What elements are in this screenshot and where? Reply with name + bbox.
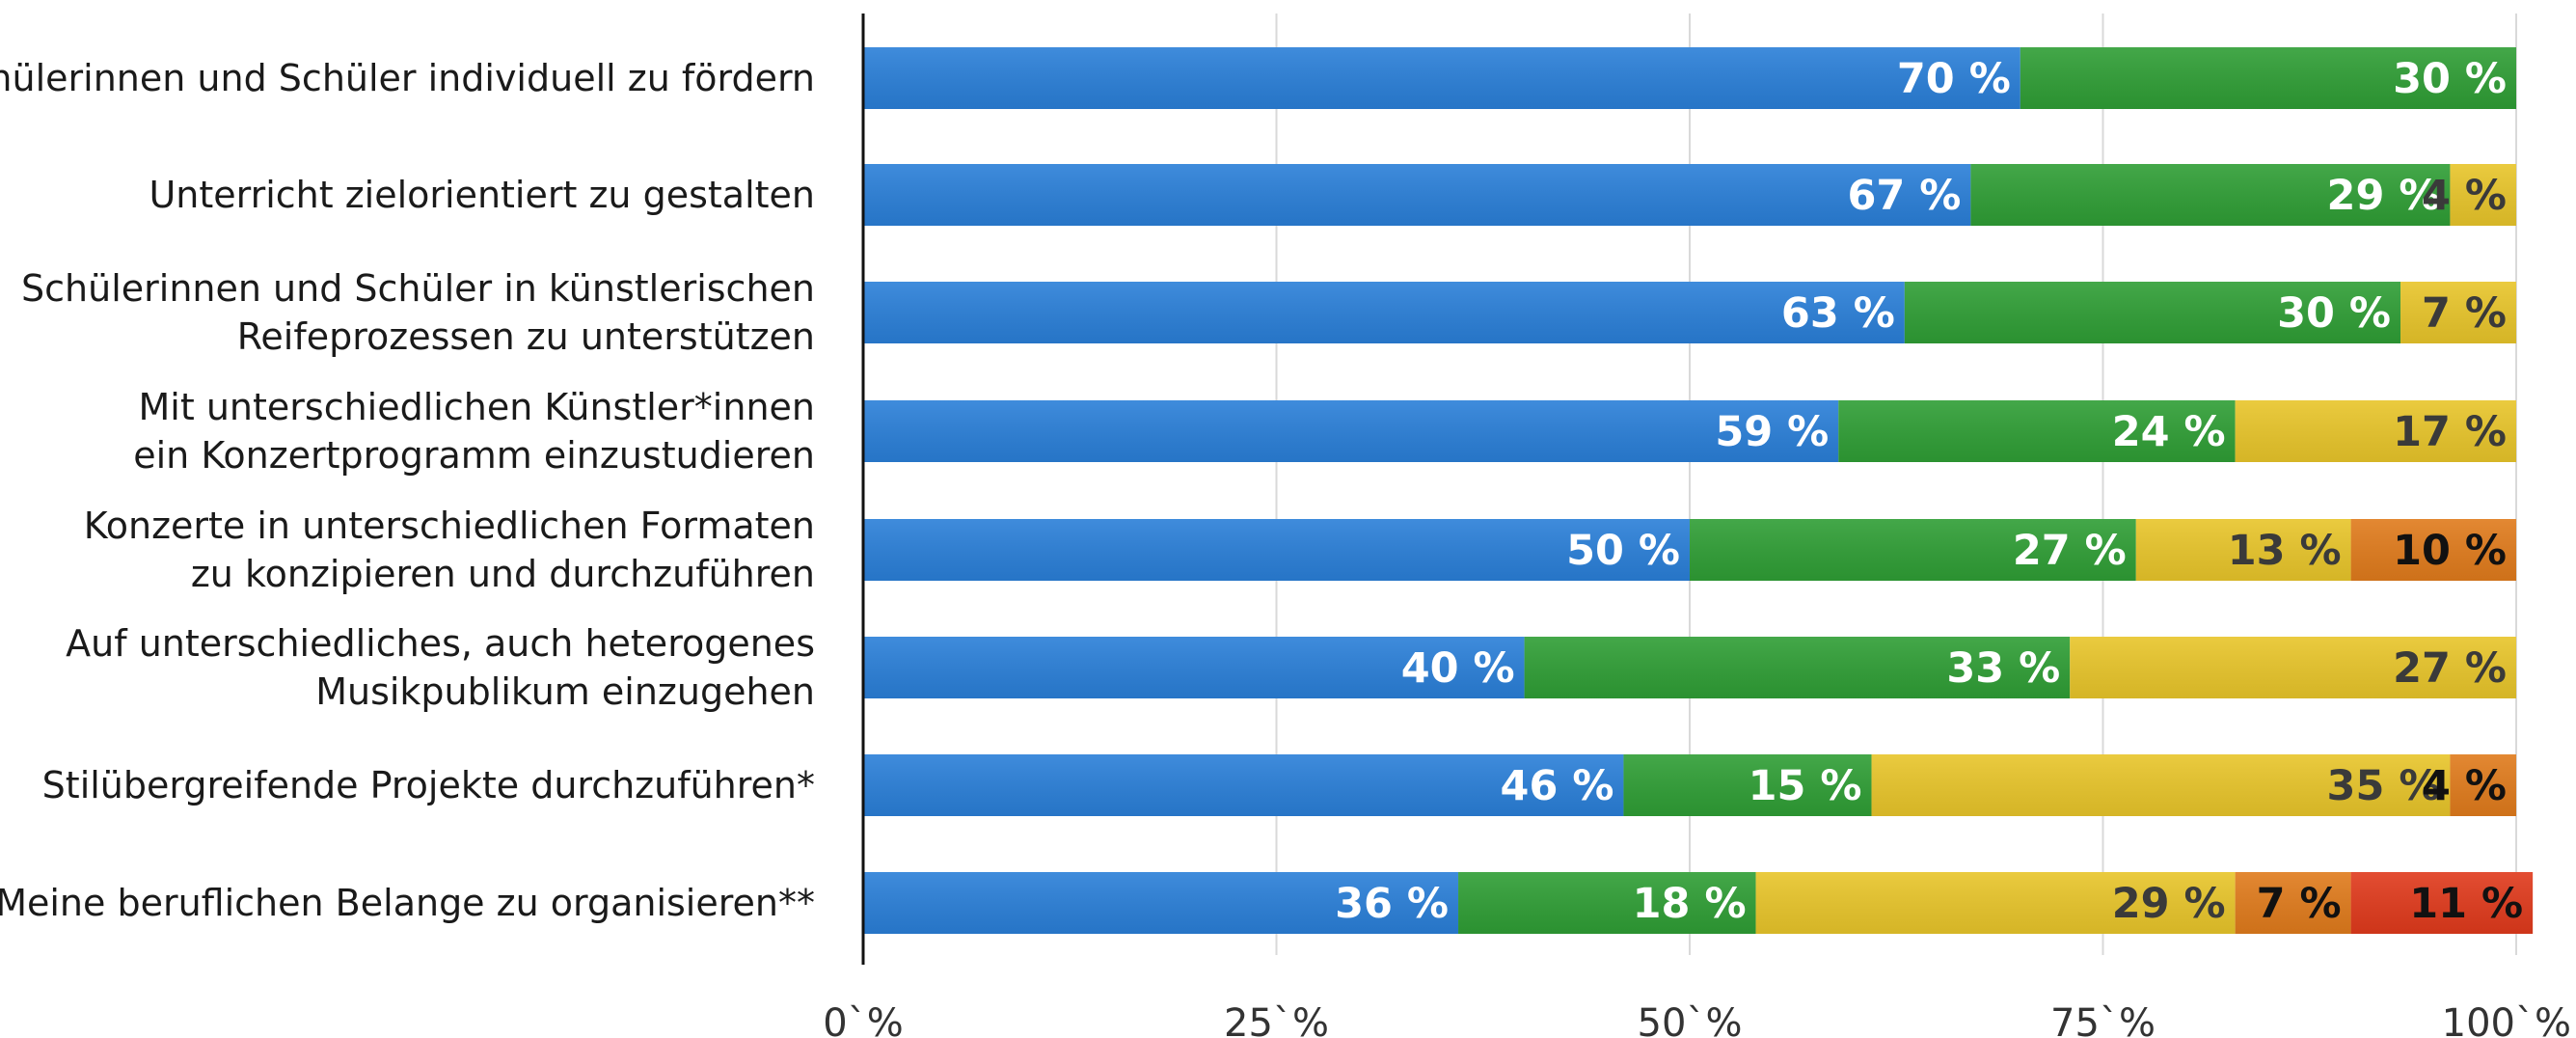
bar-segment-shade <box>2020 47 2516 109</box>
category-label: Schülerinnen und Schüler individuell zu … <box>0 57 815 99</box>
data-label: 40 % <box>1401 644 1515 693</box>
bar-segment-shade <box>2070 637 2516 698</box>
bar-segment-shade <box>2235 872 2351 934</box>
data-label: 67 % <box>1847 172 1961 220</box>
data-label: 50 % <box>1566 527 1680 575</box>
data-label: 59 % <box>1715 408 1829 456</box>
data-label: 7 % <box>2422 289 2507 338</box>
category-label: Auf unterschiedliches, auch heterogenes <box>66 622 815 665</box>
category-label: Schülerinnen und Schüler in künstlerisch… <box>21 267 815 310</box>
bar-segment-shade <box>863 47 2020 109</box>
bars <box>863 47 2534 934</box>
data-label: 35 % <box>2327 762 2441 810</box>
data-label: 63 % <box>1781 289 1895 338</box>
data-label: 11 % <box>2409 880 2523 928</box>
data-label: 27 % <box>2393 644 2507 693</box>
bar-segment-shade <box>2450 754 2516 816</box>
bar-segment-shade <box>863 754 1624 816</box>
value-labels: 70 % 30 %67 % 29 %4 %63 % 30 % 7 %59 % 24 % 17… <box>1335 55 2523 928</box>
data-label: 10 % <box>2393 527 2507 575</box>
category-label: ein Konzertprogramm einzustudieren <box>133 434 815 477</box>
tick-label: 50`% <box>1638 1001 1743 1038</box>
bar-segment-shade <box>1458 872 1756 934</box>
bar-segment-shade <box>1838 400 2236 462</box>
tick-label: 0`% <box>823 1001 903 1038</box>
bar-segment-shade <box>863 637 1525 698</box>
bar-segment-shade <box>1970 164 2451 226</box>
data-label: 70 % <box>1897 55 2011 103</box>
data-label: 46 % <box>1501 762 1614 810</box>
data-label: 30 % <box>2393 55 2507 103</box>
bar-segment-shade <box>863 519 1690 581</box>
bar-segment-shade <box>2350 872 2534 934</box>
bar-segment-shade <box>2450 164 2516 226</box>
category-label: Konzerte in unterschiedlichen Formaten <box>84 505 815 547</box>
data-label: 30 % <box>2277 289 2391 338</box>
tick-label: 25`% <box>1224 1001 1329 1038</box>
bar-segment-shade <box>1755 872 2236 934</box>
bar-segment-shade <box>2135 519 2351 581</box>
data-label: 36 % <box>1335 880 1449 928</box>
data-label: 15 % <box>1749 762 1862 810</box>
category-label: Unterricht zielorientiert zu gestalten <box>149 174 815 216</box>
category-label: Meine beruflichen Belange zu organisiere… <box>0 882 815 924</box>
data-label: 29 % <box>2112 880 2226 928</box>
category-label: Musikpublikum einzugehen <box>315 670 815 713</box>
tick-label: 100`% <box>2442 1001 2571 1038</box>
bar-segment-shade <box>2350 519 2516 581</box>
bar-segment-shade <box>863 400 1839 462</box>
tick-label: 75`% <box>2050 1001 2156 1038</box>
bar-segment-shade <box>2400 282 2516 343</box>
bar-segment-shade <box>1904 282 2401 343</box>
data-label: 17 % <box>2393 408 2507 456</box>
data-label: 29 % <box>2327 172 2441 220</box>
bar-segment-shade <box>1623 754 1872 816</box>
data-label: 4 % <box>2422 172 2507 220</box>
data-label: 33 % <box>1946 644 2060 693</box>
data-label: 4 % <box>2422 762 2507 810</box>
category-label: Mit unterschiedlichen Künstler*innen <box>139 386 816 428</box>
category-labels: Schülerinnen und Schüler individuell zu … <box>0 57 815 924</box>
bar-segment-shade <box>1871 754 2451 816</box>
category-label: Reifeprozessen zu unterstützen <box>237 315 815 358</box>
category-label: Stilübergreifende Projekte durchzuführen… <box>42 764 815 806</box>
bar-segment-shade <box>2235 400 2516 462</box>
data-label: 18 % <box>1633 880 1747 928</box>
data-label: 7 % <box>2257 880 2342 928</box>
data-label: 24 % <box>2112 408 2226 456</box>
data-label: 27 % <box>2013 527 2127 575</box>
x-axis-ticks: 0`% 25`% 50`% 75`% 100`% <box>823 1001 2571 1038</box>
bar-segment-shade <box>1690 519 2136 581</box>
category-label: zu konzipieren und durchzuführen <box>191 553 815 595</box>
bar-segment-shade <box>863 164 1971 226</box>
bar-segment-shade <box>1524 637 2071 698</box>
bar-segment-shade <box>863 872 1459 934</box>
bar-segment-shade <box>863 282 1905 343</box>
data-label: 13 % <box>2228 527 2342 575</box>
